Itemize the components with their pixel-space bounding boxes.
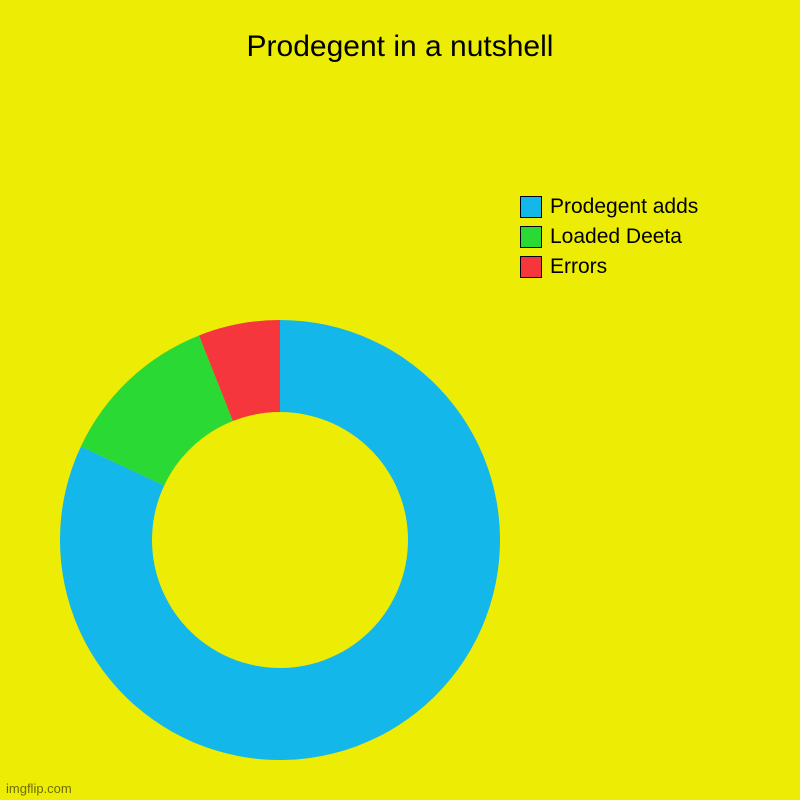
legend-swatch-icon: [520, 196, 542, 218]
legend-label: Errors: [550, 255, 607, 279]
watermark: imgflip.com: [6, 781, 72, 796]
chart-title: Prodegent in a nutshell: [0, 30, 800, 64]
legend-swatch-icon: [520, 256, 542, 278]
legend: Prodegent adds Loaded Deeta Errors: [520, 195, 698, 285]
legend-item-1: Loaded Deeta: [520, 225, 698, 249]
chart-canvas: Prodegent in a nutshell Prodegent adds Lo…: [0, 0, 800, 800]
legend-label: Loaded Deeta: [550, 225, 682, 249]
legend-swatch-icon: [520, 226, 542, 248]
legend-label: Prodegent adds: [550, 195, 698, 219]
legend-item-2: Errors: [520, 255, 698, 279]
legend-item-0: Prodegent adds: [520, 195, 698, 219]
donut-chart: [30, 290, 530, 795]
